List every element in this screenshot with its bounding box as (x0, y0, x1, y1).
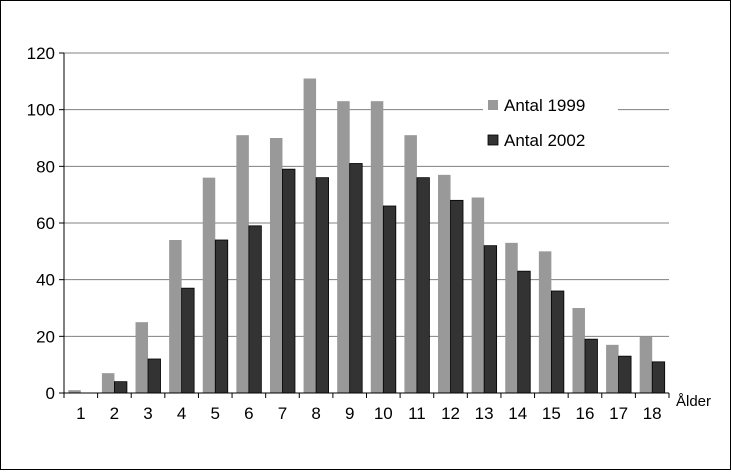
bar-antal-2002-age-16 (584, 338, 598, 394)
bar-antal-2002-age-9 (349, 163, 363, 394)
bar-antal-2002-age-5 (214, 239, 229, 394)
x-tick-label: 14 (508, 404, 527, 423)
x-tick-label: 6 (244, 404, 253, 423)
y-tick-label: 20 (36, 327, 55, 346)
x-axis-label: Ålder (676, 393, 711, 410)
bar-antal-2002-age-14 (517, 270, 531, 394)
y-tick-label: 80 (36, 157, 55, 176)
x-tick-labels: 1 2 3 4 5 6 7 8 9 10 11 12 13 14 15 16 17 18 (63, 393, 670, 423)
bar-antal-2002-age-12 (450, 199, 464, 394)
bar-antal-1999-age-9 (337, 101, 350, 394)
x-tick-label: 2 (110, 404, 119, 423)
bar-antal-2002-age-13 (483, 245, 498, 394)
bar-antal-1999-age-16 (572, 308, 585, 393)
y-tick-label: 40 (36, 271, 55, 290)
x-tick-label: 13 (475, 404, 494, 423)
x-tick-label: 17 (609, 404, 628, 423)
y-tick-label: 100 (27, 101, 55, 120)
bar-antal-2002-age-2 (114, 381, 128, 394)
bar-antal-2002-age-8 (315, 177, 329, 394)
bar-antal-1999-age-15 (538, 251, 552, 393)
y-tick-label: 120 (27, 44, 55, 63)
gridlines (64, 52, 669, 337)
bar-antal-1999-age-17 (606, 344, 619, 393)
x-tick-label: 16 (576, 404, 595, 423)
legend-swatch-antal-1999 (488, 100, 498, 110)
x-tick-label: 9 (345, 404, 354, 423)
bar-antal-1999-age-3 (135, 322, 149, 393)
x-tick-label: 12 (441, 404, 460, 423)
legend-label-antal-2002: Antal 2002 (504, 131, 585, 150)
bar-antal-2002-age-10 (382, 205, 397, 394)
x-tick-label: 8 (311, 404, 320, 423)
bar-antal-2002-age-18 (651, 361, 666, 394)
x-tick-label: 18 (643, 404, 662, 423)
bar-antal-2002-age-11 (416, 177, 430, 394)
bar-antal-1999-age-10 (370, 101, 384, 394)
bar-antal-2002-age-17 (618, 355, 632, 394)
bar-antal-1999-age-2 (101, 373, 115, 393)
y-tick-labels: 0 20 40 60 80 100 120 (27, 44, 64, 403)
bar-antal-1999-age-4 (169, 240, 182, 393)
x-tick-label: 5 (211, 404, 220, 423)
y-tick-label: 0 (46, 384, 55, 403)
x-tick-label: 4 (177, 404, 186, 423)
x-tick-label: 1 (76, 404, 85, 423)
bar-antal-2002-age-6 (248, 225, 262, 394)
x-tick-label: 3 (143, 404, 152, 423)
x-tick-label: 10 (374, 404, 393, 423)
bar-antal-1999-age-18 (639, 336, 653, 393)
x-tick-label: 15 (542, 404, 561, 423)
bar-antal-2002-age-4 (181, 287, 195, 394)
bar-antal-1999-age-13 (471, 197, 485, 393)
bar-antal-1999-age-6 (236, 135, 249, 393)
bar-antal-1999-age-1 (68, 390, 81, 393)
bar-antal-1999-age-8 (303, 78, 317, 393)
legend-swatch-antal-2002 (487, 134, 499, 146)
bars (68, 78, 666, 394)
legend-label-antal-1999: Antal 1999 (504, 96, 585, 115)
bar-antal-2002-age-7 (282, 168, 296, 394)
bar-antal-2002-age-3 (147, 358, 161, 394)
bar-antal-1999-age-14 (505, 242, 518, 393)
legend: Antal 1999 Antal 2002 (483, 90, 618, 158)
bar-antal-2002-age-15 (550, 290, 565, 394)
bar-antal-1999-age-11 (404, 135, 417, 393)
y-tick-label: 60 (36, 214, 55, 233)
x-tick-label: 11 (408, 404, 426, 423)
bar-antal-1999-age-12 (438, 174, 451, 393)
bar-antal-1999-age-7 (269, 138, 283, 393)
legend-background (483, 90, 618, 158)
bar-antal-1999-age-5 (202, 177, 216, 393)
x-tick-label: 7 (278, 404, 287, 423)
